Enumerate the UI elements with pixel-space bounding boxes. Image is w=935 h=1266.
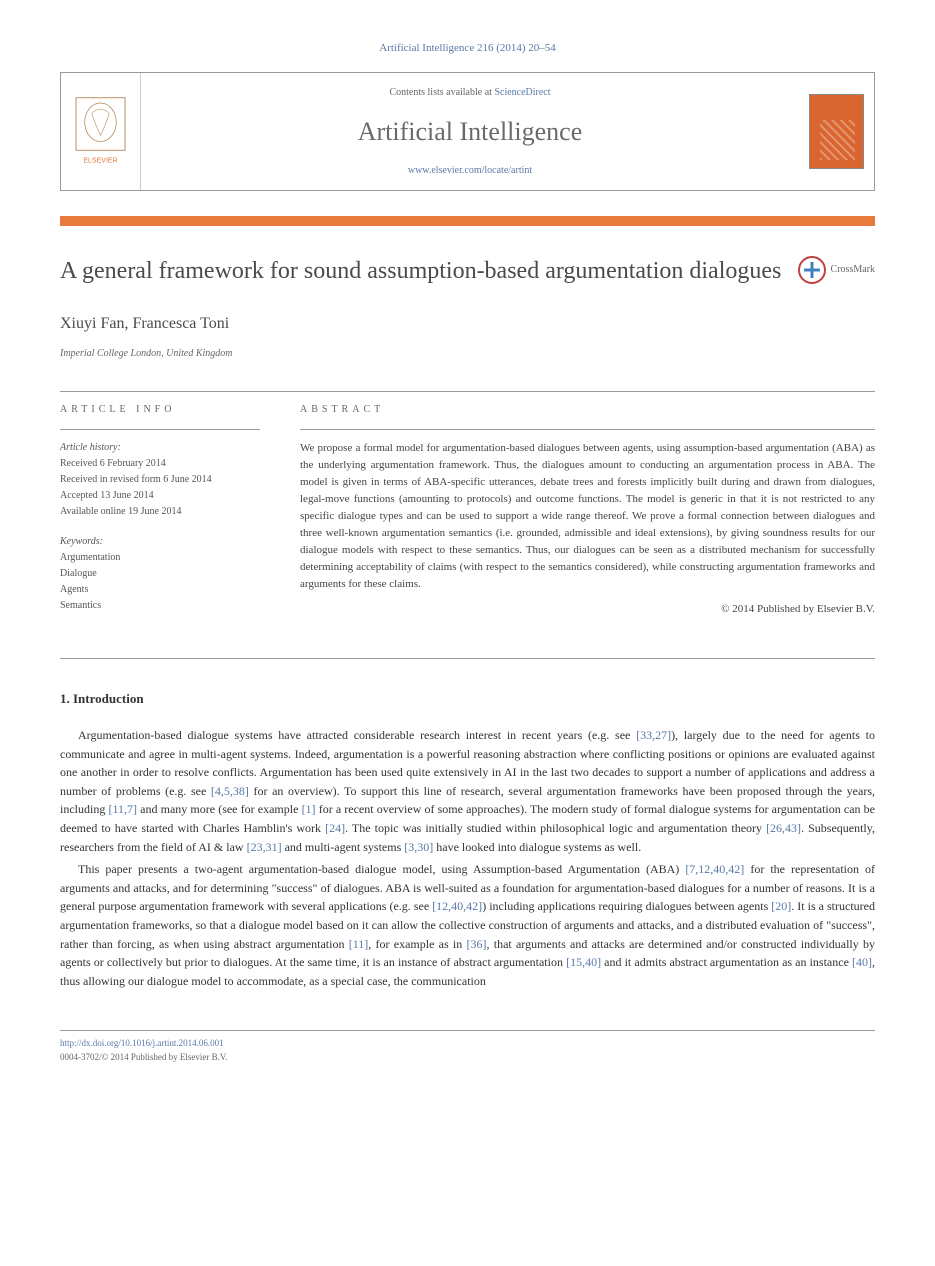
divider [60, 391, 875, 392]
divider [300, 429, 875, 430]
article-history: Article history: Received 6 February 201… [60, 440, 260, 614]
page-footer: http://dx.doi.org/10.1016/j.artint.2014.… [60, 1030, 875, 1064]
affiliation: Imperial College London, United Kingdom [60, 346, 875, 361]
crossmark-label: CrossMark [831, 262, 875, 277]
article-info-column: ARTICLE INFO Article history: Received 6… [60, 402, 260, 618]
keywords-heading: Keywords: [60, 534, 260, 550]
journal-name: Artificial Intelligence [153, 112, 787, 151]
intro-paragraph-1: Argumentation-based dialogue systems hav… [60, 726, 875, 856]
article-info-label: ARTICLE INFO [60, 402, 260, 417]
abstract-copyright: © 2014 Published by Elsevier B.V. [300, 601, 875, 618]
crossmark-badge[interactable]: CrossMark [798, 256, 875, 284]
journal-homepage-link: www.elsevier.com/locate/artint [153, 163, 787, 178]
contents-prefix: Contents lists available at [389, 87, 494, 98]
citation-link[interactable]: [24] [325, 821, 345, 835]
keyword: Dialogue [60, 566, 260, 582]
history-heading: Article history: [60, 442, 121, 453]
contents-available-line: Contents lists available at ScienceDirec… [153, 85, 787, 100]
citation-link[interactable]: [11,7] [108, 802, 137, 816]
journal-header-box: ELSEVIER Contents lists available at Sci… [60, 72, 875, 191]
citation-link[interactable]: [15,40] [566, 955, 601, 969]
issn-copyright: 0004-3702/© 2014 Published by Elsevier B… [60, 1052, 227, 1062]
journal-cover-thumbnail [799, 73, 874, 190]
citation-link[interactable]: [36] [466, 937, 486, 951]
journal-url[interactable]: www.elsevier.com/locate/artint [408, 165, 532, 176]
authors: Xiuyi Fan, Francesca Toni [60, 312, 875, 336]
keyword: Semantics [60, 598, 260, 614]
online-date: Available online 19 June 2014 [60, 504, 260, 520]
info-abstract-row: ARTICLE INFO Article history: Received 6… [60, 402, 875, 618]
citation-link[interactable]: [26,43] [766, 821, 801, 835]
doi-link[interactable]: http://dx.doi.org/10.1016/j.artint.2014.… [60, 1038, 224, 1048]
citation-link[interactable]: [7,12,40,42] [685, 862, 744, 876]
citation-link[interactable]: [3,30] [404, 840, 433, 854]
abstract-text: We propose a formal model for argumentat… [300, 440, 875, 593]
citation-link[interactable]: [20] [771, 899, 791, 913]
article-title: A general framework for sound assumption… [60, 256, 798, 287]
divider [60, 429, 260, 430]
cover-image [809, 94, 864, 169]
sciencedirect-link[interactable]: ScienceDirect [494, 87, 550, 98]
received-date: Received 6 February 2014 [60, 456, 260, 472]
abstract-column: ABSTRACT We propose a formal model for a… [300, 402, 875, 618]
citation-link[interactable]: [11] [349, 937, 369, 951]
elsevier-logo: ELSEVIER [61, 73, 141, 190]
citation-link[interactable]: [40] [852, 955, 872, 969]
accent-divider-bar [60, 216, 875, 226]
divider [60, 658, 875, 659]
citation-link[interactable]: [12,40,42] [432, 899, 482, 913]
citation-link[interactable]: [23,31] [247, 840, 282, 854]
header-center: Contents lists available at ScienceDirec… [141, 73, 799, 190]
citation-link[interactable]: [4,5,38] [211, 784, 249, 798]
keyword: Agents [60, 582, 260, 598]
intro-paragraph-2: This paper presents a two-agent argument… [60, 860, 875, 990]
section-heading-intro: 1. Introduction [60, 689, 875, 709]
elsevier-text: ELSEVIER [83, 158, 117, 165]
abstract-label: ABSTRACT [300, 402, 875, 417]
citation-link[interactable]: [33,27] [636, 728, 671, 742]
accepted-date: Accepted 13 June 2014 [60, 488, 260, 504]
journal-reference: Artificial Intelligence 216 (2014) 20–54 [60, 40, 875, 57]
citation-link[interactable]: [1] [302, 802, 316, 816]
crossmark-icon [798, 256, 826, 284]
keyword: Argumentation [60, 550, 260, 566]
title-row: A general framework for sound assumption… [60, 256, 875, 287]
revised-date: Received in revised form 6 June 2014 [60, 472, 260, 488]
